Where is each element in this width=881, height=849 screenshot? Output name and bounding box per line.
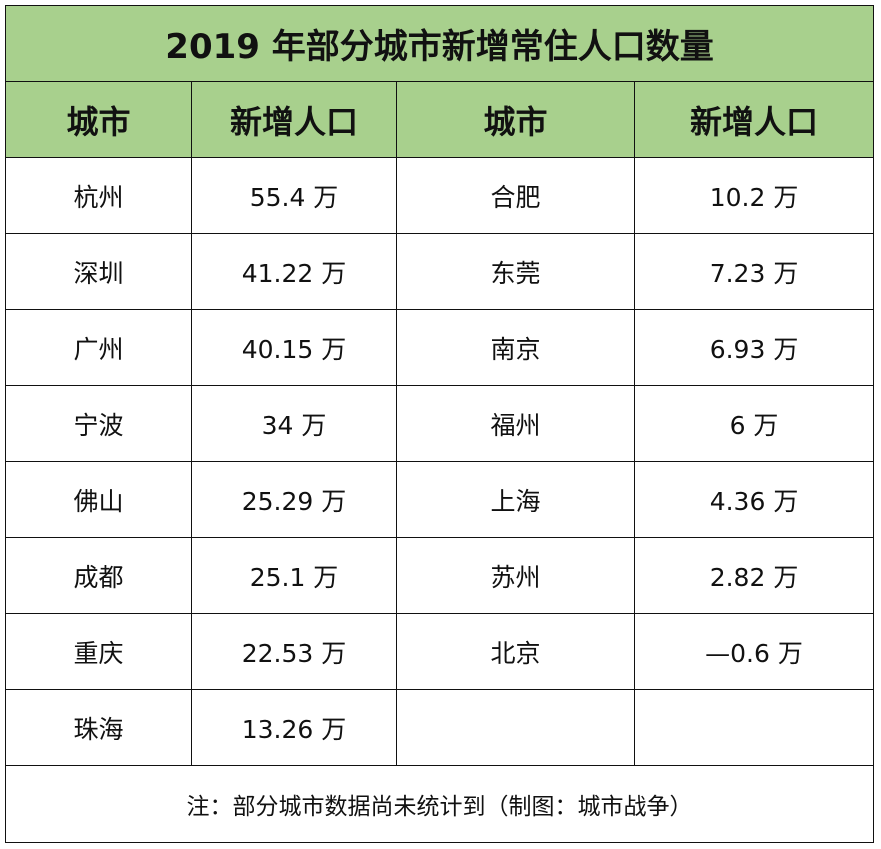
table-row: 杭州 55.4 万 合肥 10.2 万 [5, 157, 875, 234]
city-cell: 南京 [396, 309, 635, 386]
value-cell: 25.1 万 [191, 537, 397, 614]
value-cell: 34 万 [191, 385, 397, 462]
city-cell: 东莞 [396, 233, 635, 310]
title-row: 2019 年部分城市新增常住人口数量 [4, 5, 875, 82]
value-cell: —0.6 万 [633, 613, 875, 690]
city-cell: 杭州 [5, 157, 192, 234]
header-value-right: 新增人口 [633, 81, 875, 158]
header-city-right: 城市 [396, 81, 635, 158]
population-table: 2019 年部分城市新增常住人口数量 城市 新增人口 城市 新增人口 杭州 55… [4, 5, 875, 843]
city-cell: 福州 [396, 385, 635, 462]
value-cell: 6 万 [633, 385, 875, 462]
value-cell: 25.29 万 [191, 461, 397, 538]
table-row: 珠海 13.26 万 [5, 689, 875, 766]
value-cell: 40.15 万 [191, 309, 397, 386]
city-cell [396, 689, 635, 766]
table-row: 宁波 34 万 福州 6 万 [5, 385, 875, 462]
value-cell [633, 689, 875, 766]
value-cell: 2.82 万 [633, 537, 875, 614]
city-cell: 广州 [5, 309, 192, 386]
city-cell: 苏州 [396, 537, 635, 614]
table-row: 重庆 22.53 万 北京 —0.6 万 [5, 613, 875, 690]
header-row: 城市 新增人口 城市 新增人口 [5, 81, 875, 158]
value-cell: 55.4 万 [191, 157, 397, 234]
city-cell: 北京 [396, 613, 635, 690]
city-cell: 佛山 [5, 461, 192, 538]
table-row: 成都 25.1 万 苏州 2.82 万 [5, 537, 875, 614]
city-cell: 宁波 [5, 385, 192, 462]
header-value-left: 新增人口 [191, 81, 397, 158]
footnote: 注：部分城市数据尚未统计到（制图：城市战争） [4, 765, 875, 843]
city-cell: 成都 [5, 537, 192, 614]
value-cell: 22.53 万 [191, 613, 397, 690]
city-cell: 珠海 [5, 689, 192, 766]
value-cell: 10.2 万 [633, 157, 875, 234]
city-cell: 合肥 [396, 157, 635, 234]
table-row: 深圳 41.22 万 东莞 7.23 万 [5, 233, 875, 310]
city-cell: 上海 [396, 461, 635, 538]
table-row: 广州 40.15 万 南京 6.93 万 [5, 309, 875, 386]
header-city-left: 城市 [5, 81, 192, 158]
note-row: 注：部分城市数据尚未统计到（制图：城市战争） [4, 765, 875, 843]
city-cell: 深圳 [5, 233, 192, 310]
value-cell: 4.36 万 [633, 461, 875, 538]
city-cell: 重庆 [5, 613, 192, 690]
value-cell: 7.23 万 [633, 233, 875, 310]
value-cell: 6.93 万 [633, 309, 875, 386]
table-row: 佛山 25.29 万 上海 4.36 万 [5, 461, 875, 538]
table-title: 2019 年部分城市新增常住人口数量 [4, 5, 875, 82]
value-cell: 41.22 万 [191, 233, 397, 310]
value-cell: 13.26 万 [191, 689, 397, 766]
